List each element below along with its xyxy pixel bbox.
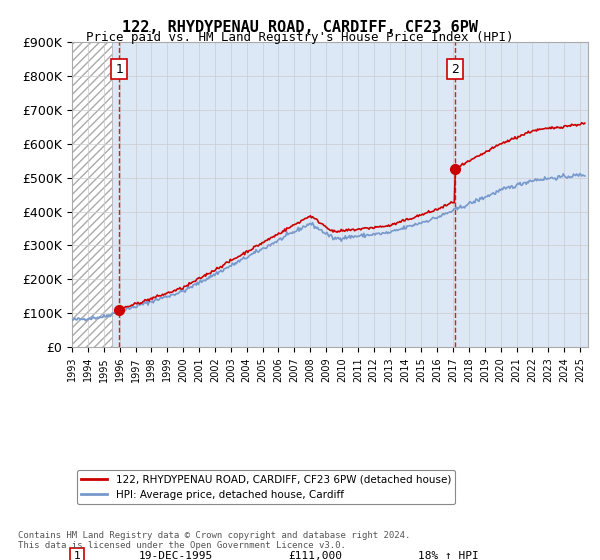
Text: Contains HM Land Registry data © Crown copyright and database right 2024.
This d: Contains HM Land Registry data © Crown c…	[18, 530, 410, 550]
Text: £111,000: £111,000	[289, 551, 343, 560]
Text: 1: 1	[115, 63, 123, 76]
Text: 2: 2	[451, 63, 459, 76]
Text: 19-DEC-1995: 19-DEC-1995	[139, 551, 214, 560]
Text: 1: 1	[74, 551, 80, 560]
Bar	[72, 42, 112, 347]
Legend: 122, RHYDYPENAU ROAD, CARDIFF, CF23 6PW (detached house), HPI: Average price, de: 122, RHYDYPENAU ROAD, CARDIFF, CF23 6PW …	[77, 470, 455, 504]
Text: 122, RHYDYPENAU ROAD, CARDIFF, CF23 6PW: 122, RHYDYPENAU ROAD, CARDIFF, CF23 6PW	[122, 20, 478, 35]
Bar	[72, 42, 112, 347]
Text: 18% ↑ HPI: 18% ↑ HPI	[418, 551, 478, 560]
Text: Price paid vs. HM Land Registry's House Price Index (HPI): Price paid vs. HM Land Registry's House …	[86, 31, 514, 44]
